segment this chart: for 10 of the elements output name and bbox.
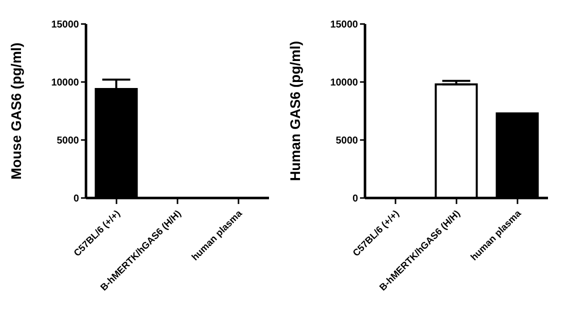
y-tick-label: 0: [73, 194, 80, 205]
y-tick-label: 15000: [51, 20, 80, 31]
y-axis-title: Mouse GAS6 (pg/ml): [8, 42, 24, 180]
y-tick-label: 5000: [56, 136, 80, 147]
y-tick-label: 0: [352, 194, 358, 205]
y-tick-label: 15000: [330, 20, 358, 31]
y-tick-label: 10000: [330, 78, 358, 89]
y-tick-label: 10000: [51, 78, 80, 89]
y-axis-title: Human GAS6 (pg/ml): [286, 40, 303, 182]
y-tick-label: 5000: [336, 136, 358, 147]
